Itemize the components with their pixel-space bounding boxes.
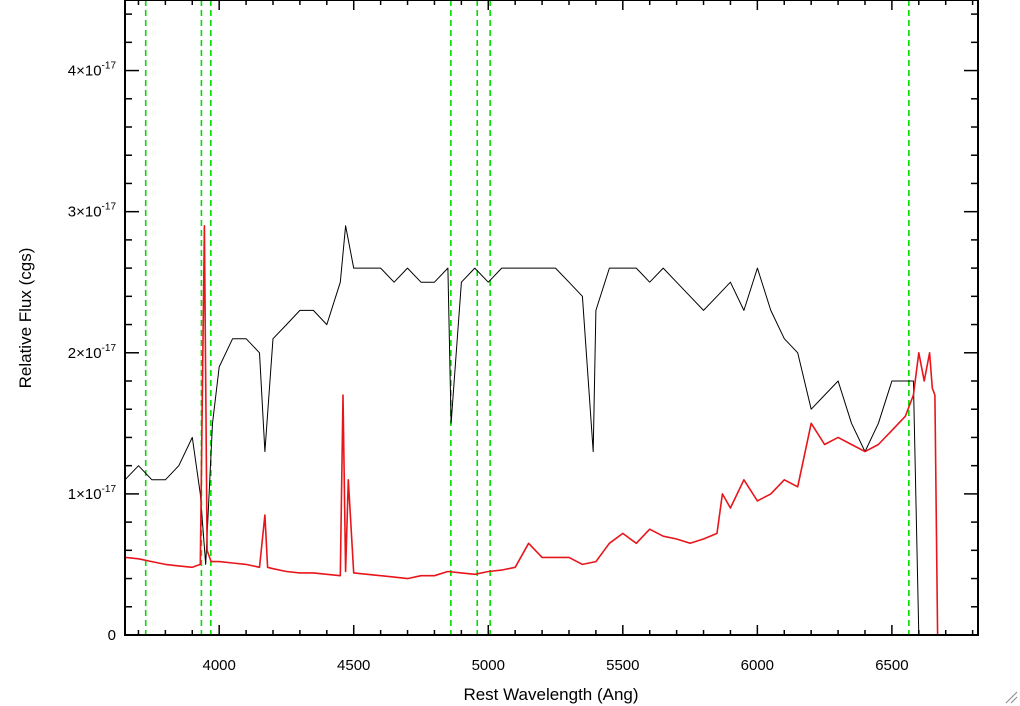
- y-tick-label: 2×10-17: [68, 343, 117, 362]
- series-line-observed: [124, 225, 920, 636]
- series-line-model: [124, 225, 973, 636]
- vertical-line-markers: [144, 0, 910, 635]
- y-axis-label: Relative Flux (cgs): [16, 248, 35, 389]
- y-tick-label: 1×10-17: [68, 484, 117, 503]
- resize-grip-icon[interactable]: [1004, 690, 1018, 704]
- x-tick-label: 4500: [337, 657, 370, 674]
- x-tick-label: 6000: [741, 657, 774, 674]
- x-tick-label: 4000: [202, 657, 235, 674]
- series-layer: [124, 225, 973, 636]
- x-tick-label: 5500: [606, 657, 639, 674]
- axis-ticks: [125, 0, 978, 636]
- x-tick-label: 6500: [875, 657, 908, 674]
- x-tick-labels: 4000 4500 5000 5500 6000 6500: [202, 657, 908, 674]
- plot-frame: [124, 0, 979, 636]
- y-tick-labels: 0 1×10-17 2×10-17 3×10-17 4×10-17: [68, 61, 117, 644]
- y-tick-label: 0: [108, 627, 116, 644]
- y-tick-label: 4×10-17: [68, 61, 117, 80]
- x-tick-label: 5000: [472, 657, 505, 674]
- x-axis-label: Rest Wavelength (Ang): [463, 685, 638, 704]
- y-tick-label: 3×10-17: [68, 202, 117, 221]
